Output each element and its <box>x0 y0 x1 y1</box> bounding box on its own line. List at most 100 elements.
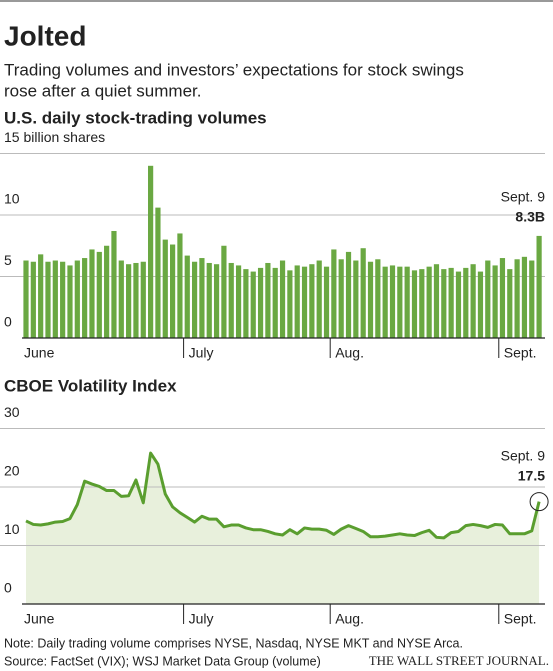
bar <box>367 261 374 338</box>
bar <box>301 266 308 338</box>
bar <box>331 249 337 338</box>
bar <box>118 260 124 338</box>
bar <box>199 258 205 338</box>
bar <box>404 266 410 338</box>
line <box>25 451 541 540</box>
bar <box>536 235 542 338</box>
bar <box>360 248 366 338</box>
bar <box>250 271 256 338</box>
y-tick-label: 5 <box>4 252 12 268</box>
bar <box>485 260 491 338</box>
bar <box>433 264 440 338</box>
bar <box>272 267 278 338</box>
bar <box>96 251 102 338</box>
bar <box>82 258 88 338</box>
bar <box>470 264 476 338</box>
value-label: 8.3B <box>515 209 545 225</box>
bar <box>184 255 190 338</box>
bar <box>191 261 198 338</box>
bar <box>353 260 359 338</box>
bar <box>463 267 469 338</box>
x-tick-label: Aug. <box>335 345 364 361</box>
subtitle: rose after a quiet summer. <box>4 81 201 100</box>
source: Source: FactSet (VIX); WSJ Market Data G… <box>4 654 321 668</box>
x-tick-label: Aug. <box>335 611 364 627</box>
bar <box>492 265 498 338</box>
bar <box>140 261 146 338</box>
bar <box>104 245 110 338</box>
bar <box>235 265 242 338</box>
bar <box>521 256 528 338</box>
x-tick-label: Sept. <box>504 611 537 627</box>
bar <box>162 239 168 338</box>
bar <box>338 259 344 338</box>
bar <box>67 265 73 338</box>
bar <box>155 207 161 338</box>
bar <box>38 254 44 338</box>
bar <box>170 244 176 338</box>
annotation: Sept. 9 <box>501 447 546 463</box>
bar <box>213 264 220 338</box>
x-tick-label: June <box>24 611 55 627</box>
bar <box>52 260 58 338</box>
bar <box>287 270 293 338</box>
bar <box>228 262 234 338</box>
y-tick-label: 30 <box>4 404 20 420</box>
bar <box>294 265 300 338</box>
credit: THE WALL STREET JOURNAL. <box>369 653 549 668</box>
y-tick-label: 0 <box>4 314 12 330</box>
y-tick-label: 10 <box>4 191 20 207</box>
bar <box>411 270 418 338</box>
x-tick-label: July <box>189 345 214 361</box>
value-label: 17.5 <box>518 467 545 483</box>
bar <box>323 266 330 338</box>
bar <box>30 261 36 338</box>
end-marker <box>529 492 549 512</box>
bar <box>177 233 183 338</box>
x-tick-label: Sept. <box>504 345 537 361</box>
bar <box>499 258 506 338</box>
y-tick-label: 0 <box>4 580 12 596</box>
bar <box>448 267 454 338</box>
chart-title: CBOE Volatility Index <box>4 376 177 395</box>
bar <box>441 269 447 338</box>
x-tick-label: July <box>189 611 214 627</box>
bar <box>316 260 322 338</box>
bar <box>375 259 381 338</box>
bar <box>389 265 396 338</box>
bar <box>514 259 520 338</box>
bar <box>507 269 513 338</box>
bar <box>23 260 29 338</box>
note: Note: Daily trading volume comprises NYS… <box>4 636 463 650</box>
chart-title: U.S. daily stock-trading volumes <box>4 108 267 127</box>
subtitle: Trading volumes and investors’ expectati… <box>4 60 464 79</box>
bar <box>419 269 425 338</box>
y-tick-label: 10 <box>4 521 20 537</box>
bar <box>111 230 117 338</box>
bar <box>455 271 462 338</box>
annotation: Sept. 9 <box>501 189 546 205</box>
bar <box>243 269 249 338</box>
bar <box>477 271 484 338</box>
bar <box>60 261 66 338</box>
bar <box>133 262 139 338</box>
bar <box>257 267 264 338</box>
page-title: Jolted <box>4 20 86 51</box>
bar <box>309 264 315 338</box>
bar <box>529 260 535 338</box>
bar <box>397 266 403 338</box>
bar <box>426 266 432 338</box>
bar <box>74 260 80 338</box>
area <box>26 453 540 604</box>
bar <box>345 251 352 338</box>
y-tick-label: 15 billion shares <box>4 129 105 145</box>
bar <box>45 261 51 338</box>
bar <box>221 245 227 338</box>
bar <box>89 249 95 338</box>
bar <box>382 266 388 338</box>
bar <box>265 262 271 338</box>
bar <box>206 262 212 338</box>
x-tick-label: June <box>24 345 55 361</box>
